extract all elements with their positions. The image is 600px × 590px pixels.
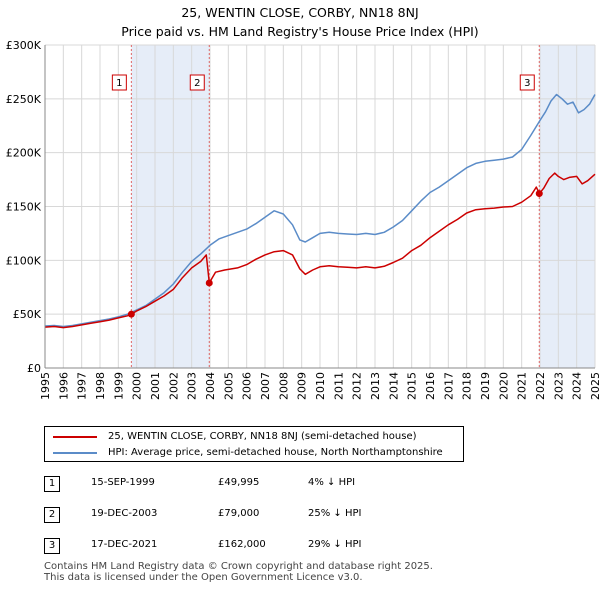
- x-tick-label: 2017: [442, 372, 455, 400]
- x-tick-label: 2008: [277, 372, 290, 400]
- sale-label-number: 2: [194, 78, 200, 89]
- x-tick-label: 2007: [259, 372, 272, 400]
- legend-swatch-blue: [53, 452, 97, 454]
- x-tick-label: 2016: [424, 372, 437, 400]
- sale-number-badge: 1: [44, 476, 60, 492]
- x-tick-label: 1995: [39, 372, 52, 400]
- y-tick-label: £100K: [6, 254, 42, 267]
- x-tick-label: 1996: [57, 372, 70, 400]
- x-tick-label: 2022: [534, 372, 547, 400]
- x-tick-label: 1998: [94, 372, 107, 400]
- sale-number-badge: 3: [44, 538, 60, 554]
- sale-label-box: [519, 74, 535, 91]
- x-tick-label: 2009: [296, 372, 309, 400]
- x-tick-label: 2013: [369, 372, 382, 400]
- legend: 25, WENTIN CLOSE, CORBY, NN18 8NJ (semi-…: [44, 426, 464, 462]
- sale-hpi-relation: 29% ↓ HPI: [308, 539, 362, 550]
- sale-hpi-relation: 4% ↓ HPI: [308, 477, 356, 488]
- x-tick-label: 2002: [167, 372, 180, 400]
- y-tick-label: £200K: [6, 147, 42, 160]
- sale-hpi-relation: 25% ↓ HPI: [308, 508, 362, 519]
- legend-item-hpi: HPI: Average price, semi-detached house,…: [53, 446, 443, 460]
- sale-label-number: 1: [116, 78, 122, 89]
- sale-label-number: 3: [524, 78, 530, 89]
- x-tick-label: 2023: [552, 372, 565, 400]
- x-tick-label: 2000: [131, 372, 144, 400]
- legend-label-property: 25, WENTIN CLOSE, CORBY, NN18 8NJ (semi-…: [108, 431, 417, 442]
- x-tick-label: 2021: [516, 372, 529, 400]
- footer: Contains HM Land Registry data © Crown c…: [44, 561, 433, 583]
- footer-copyright: Contains HM Land Registry data © Crown c…: [44, 561, 433, 572]
- x-tick-label: 2004: [204, 372, 217, 400]
- sale-point: [205, 279, 213, 287]
- sale-price: £79,000: [218, 508, 260, 519]
- title-line-2: Price paid vs. HM Land Registry's House …: [121, 24, 479, 39]
- y-tick-label: £300K: [6, 39, 42, 52]
- sale-point: [127, 310, 135, 318]
- x-tick-label: 2005: [222, 372, 235, 400]
- sale-row: 3 17-DEC-2021 £162,000 29% ↓ HPI: [44, 538, 404, 556]
- hpi-line: [44, 93, 596, 328]
- footer-licence: This data is licensed under the Open Gov…: [44, 572, 363, 583]
- x-tick-label: 2015: [406, 372, 419, 400]
- sale-row: 2 19-DEC-2003 £79,000 25% ↓ HPI: [44, 507, 404, 525]
- sale-number-badge: 2: [44, 507, 60, 523]
- y-tick-label: £250K: [6, 93, 42, 106]
- chart-title: 25, WENTIN CLOSE, CORBY, NN18 8NJ Price …: [0, 3, 600, 41]
- title-line-1: 25, WENTIN CLOSE, CORBY, NN18 8NJ: [181, 5, 419, 20]
- sale-point: [535, 190, 543, 198]
- y-tick-label: £0: [27, 362, 41, 375]
- sale-date: 19-DEC-2003: [91, 508, 158, 519]
- x-tick-label: 2019: [479, 372, 492, 400]
- sale-label-box: [189, 74, 205, 91]
- sale-price: £49,995: [218, 477, 260, 488]
- sale-date: 17-DEC-2021: [91, 539, 158, 550]
- x-tick-label: 2010: [314, 372, 327, 400]
- x-tick-label: 1999: [112, 372, 125, 400]
- sale-date: 15-SEP-1999: [91, 477, 155, 488]
- x-tick-label: 2001: [149, 372, 162, 400]
- x-tick-label: 2020: [497, 372, 510, 400]
- x-tick-label: 1997: [76, 372, 89, 400]
- y-tick-label: £150K: [6, 201, 42, 214]
- x-tick-label: 2024: [571, 372, 584, 400]
- x-tick-label: 2025: [589, 372, 600, 400]
- sale-row: 1 15-SEP-1999 £49,995 4% ↓ HPI: [44, 476, 404, 494]
- x-tick-label: 2011: [332, 372, 345, 400]
- x-tick-label: 2003: [186, 372, 199, 400]
- legend-item-property: 25, WENTIN CLOSE, CORBY, NN18 8NJ (semi-…: [53, 430, 417, 444]
- price-chart: 1 2 3 1995 1996 1997 1998 1999 2000 2001 2002 2003…: [6, 39, 600, 400]
- legend-label-hpi: HPI: Average price, semi-detached house,…: [108, 447, 443, 458]
- x-tick-label: 2014: [387, 372, 400, 400]
- sale-label-box: [111, 74, 127, 91]
- legend-swatch-red: [53, 436, 97, 438]
- x-tick-label: 2018: [461, 372, 474, 400]
- property-price-line: [44, 172, 596, 329]
- x-tick-label: 2012: [351, 372, 364, 400]
- x-tick-label: 2006: [241, 372, 254, 400]
- sale-price: £162,000: [218, 539, 266, 550]
- y-tick-label: £50K: [13, 308, 42, 321]
